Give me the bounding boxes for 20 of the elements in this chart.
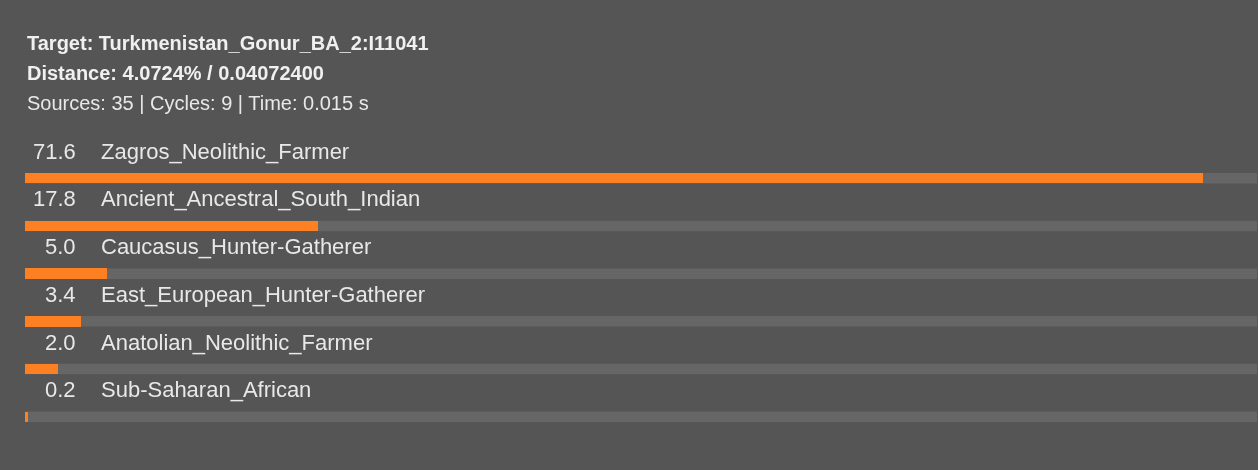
chart-subtitle: Distance: 4.0724% / 0.04072400 bbox=[27, 62, 324, 84]
y-tick-label: Anatolian_Neolithic_Farmer bbox=[101, 330, 373, 355]
bar bbox=[25, 412, 28, 422]
bar bbox=[25, 268, 107, 279]
y-tick-label: Ancient_Ancestral_South_Indian bbox=[101, 186, 421, 211]
data-label: 71.6 bbox=[33, 139, 76, 164]
chart-title: Target: Turkmenistan_Gonur_BA_2:I11041 bbox=[27, 32, 429, 54]
data-label: 3.4 bbox=[45, 282, 76, 307]
y-tick-label: East_European_Hunter-Gatherer bbox=[101, 282, 426, 307]
bar bbox=[25, 221, 318, 231]
bar bbox=[25, 316, 81, 327]
data-label: 5.0 bbox=[45, 234, 76, 259]
bar bbox=[25, 364, 58, 374]
y-tick-label: Sub-Saharan_African bbox=[101, 377, 312, 402]
y-tick-label: Zagros_Neolithic_Farmer bbox=[101, 139, 350, 164]
data-label: 2.0 bbox=[45, 330, 76, 355]
data-label: 0.2 bbox=[45, 377, 76, 402]
y-tick-label: Caucasus_Hunter-Gatherer bbox=[101, 234, 372, 259]
data-label: 17.8 bbox=[33, 186, 76, 211]
source-note: Sources: 35 | Cycles: 9 | Time: 0.015 s bbox=[27, 92, 369, 114]
